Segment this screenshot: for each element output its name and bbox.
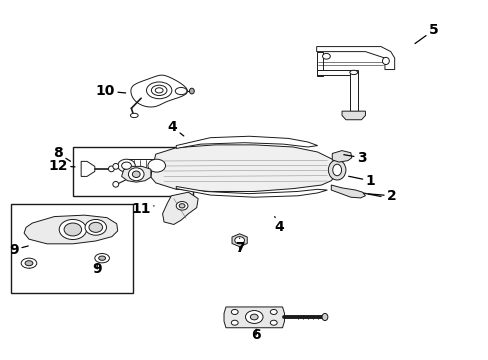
Polygon shape xyxy=(231,234,247,247)
Ellipse shape xyxy=(108,166,114,172)
Ellipse shape xyxy=(332,164,341,176)
Ellipse shape xyxy=(122,162,131,169)
Ellipse shape xyxy=(21,258,37,268)
Polygon shape xyxy=(224,307,284,328)
Text: 3: 3 xyxy=(343,151,366,165)
Ellipse shape xyxy=(130,113,138,118)
Ellipse shape xyxy=(89,222,102,232)
Polygon shape xyxy=(162,192,198,225)
Polygon shape xyxy=(330,185,365,198)
Ellipse shape xyxy=(146,82,171,99)
Polygon shape xyxy=(131,75,187,107)
Ellipse shape xyxy=(322,314,327,320)
Text: 5: 5 xyxy=(414,23,438,44)
Text: 7: 7 xyxy=(234,238,244,255)
Bar xyxy=(73,147,193,196)
Text: 12: 12 xyxy=(48,159,75,173)
Ellipse shape xyxy=(113,163,119,169)
Polygon shape xyxy=(316,46,394,69)
Ellipse shape xyxy=(250,314,258,320)
Text: 9: 9 xyxy=(9,243,28,257)
Text: 11: 11 xyxy=(131,202,154,216)
Text: 10: 10 xyxy=(96,84,125,98)
Polygon shape xyxy=(331,150,351,162)
Ellipse shape xyxy=(179,204,184,208)
Ellipse shape xyxy=(231,320,238,325)
Ellipse shape xyxy=(151,85,166,95)
Ellipse shape xyxy=(231,310,238,315)
Ellipse shape xyxy=(349,70,357,75)
Ellipse shape xyxy=(148,159,165,172)
Ellipse shape xyxy=(176,202,187,210)
Ellipse shape xyxy=(118,159,135,172)
Polygon shape xyxy=(151,145,336,192)
Ellipse shape xyxy=(25,261,33,266)
Ellipse shape xyxy=(95,253,109,263)
Ellipse shape xyxy=(64,223,81,236)
Ellipse shape xyxy=(322,53,330,59)
Ellipse shape xyxy=(234,237,244,244)
Text: 9: 9 xyxy=(92,262,102,276)
Ellipse shape xyxy=(328,160,345,180)
Ellipse shape xyxy=(175,87,186,95)
Polygon shape xyxy=(24,215,118,244)
Polygon shape xyxy=(81,161,95,176)
Ellipse shape xyxy=(99,256,105,260)
Polygon shape xyxy=(316,69,349,75)
Text: 6: 6 xyxy=(251,328,261,342)
Ellipse shape xyxy=(132,171,140,177)
Polygon shape xyxy=(316,51,322,76)
Polygon shape xyxy=(349,69,357,111)
Polygon shape xyxy=(176,186,327,197)
Ellipse shape xyxy=(59,220,86,239)
Bar xyxy=(126,159,157,172)
Ellipse shape xyxy=(270,310,277,315)
Ellipse shape xyxy=(155,88,163,93)
Text: 4: 4 xyxy=(167,120,183,136)
Ellipse shape xyxy=(245,311,263,323)
Polygon shape xyxy=(341,111,365,120)
Text: 4: 4 xyxy=(274,217,284,234)
Ellipse shape xyxy=(128,168,144,181)
Polygon shape xyxy=(122,166,151,182)
Ellipse shape xyxy=(382,57,388,64)
Polygon shape xyxy=(176,136,317,148)
Ellipse shape xyxy=(189,88,194,94)
Bar xyxy=(11,204,133,293)
Ellipse shape xyxy=(85,220,106,235)
Ellipse shape xyxy=(113,181,119,187)
Ellipse shape xyxy=(270,320,277,325)
Text: 8: 8 xyxy=(53,147,70,161)
Text: 2: 2 xyxy=(367,189,396,203)
Text: 1: 1 xyxy=(348,174,374,188)
